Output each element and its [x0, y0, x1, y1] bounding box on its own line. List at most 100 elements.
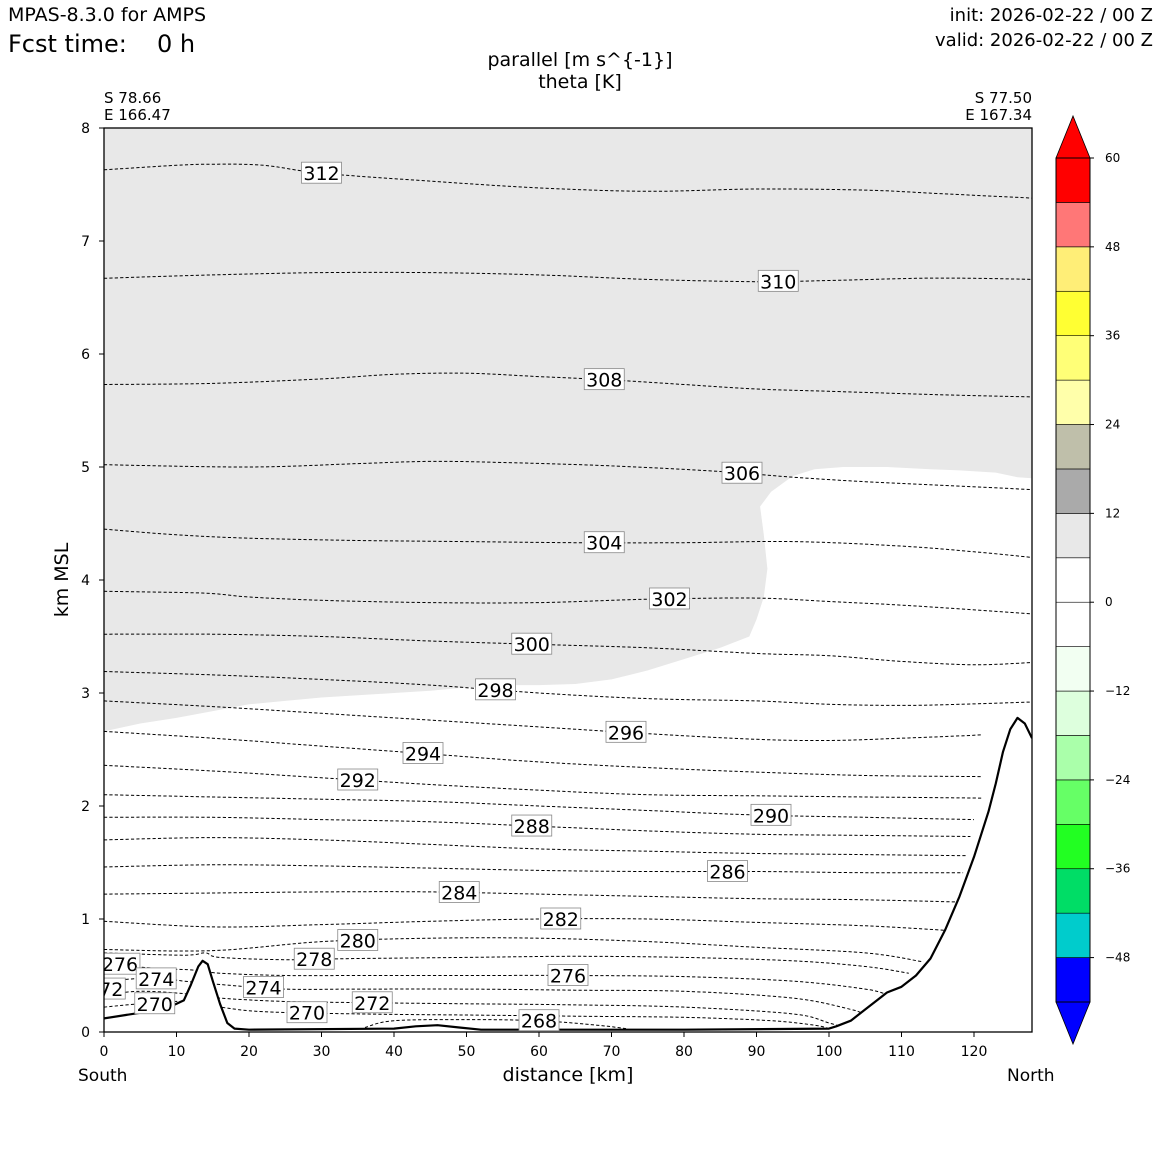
theta-contour-292: [104, 764, 982, 799]
colorbar-segment: [1055, 735, 1091, 781]
colorbar-segment: [1055, 601, 1091, 647]
x-tick-label: 110: [888, 1044, 915, 1060]
contour-label-text: 304: [586, 533, 622, 555]
contour-label-298: 298: [475, 678, 516, 702]
forecast-time-value: 0 h: [157, 30, 196, 58]
contour-label-306: 306: [721, 461, 763, 485]
contour-label-274: 274: [243, 976, 284, 1000]
theta-contour-284: [104, 891, 960, 903]
contour-label-304: 304: [583, 531, 625, 555]
theta-contour-304: [104, 528, 1032, 558]
y-tick-label: 1: [81, 912, 90, 928]
theta-contours-layer: [104, 163, 1032, 1030]
left-corner-lat: S 78.66: [104, 89, 162, 107]
contour-label-290: 290: [750, 803, 792, 827]
axes-layer: 0 10 20 30 40 50 60 70 80 90 100 110 120 0 1 2 3 4 5 6 7 8: [81, 121, 1033, 1060]
contour-label-text: 302: [651, 589, 687, 611]
contour-label-text: 308: [586, 370, 622, 392]
colorbar-tick-label: 24: [1105, 418, 1120, 432]
colorbar-tick-label: −12: [1105, 684, 1130, 698]
colorbar-segment: [1055, 246, 1091, 292]
contour-label-274: 274: [135, 967, 177, 991]
theta-contour-280: [104, 937, 924, 963]
contour-label-text: 286: [709, 862, 745, 884]
right-corner-lon: E 167.34: [965, 106, 1032, 124]
theta-contour-300: [104, 633, 1032, 666]
x-axis-label: distance [km]: [502, 1064, 634, 1086]
x-tick-label: 10: [168, 1044, 186, 1060]
contour-label-text: 296: [608, 722, 644, 744]
contour-label-text: 284: [441, 882, 477, 904]
contour-label-text: 274: [245, 978, 281, 1000]
y-tick-label: 4: [81, 573, 90, 589]
colorbar-segment: [1055, 468, 1091, 514]
theta-contour-268: [364, 1019, 627, 1030]
colorbar-segment: [1055, 646, 1091, 692]
theta-contour-290: [104, 794, 975, 821]
contour-label-text: 276: [102, 954, 138, 976]
x-tick-label: 60: [530, 1044, 548, 1060]
theta-contour-306: [104, 460, 1032, 491]
theta-contour-298: [104, 671, 1032, 706]
colorbar-tick-label: −48: [1105, 951, 1130, 965]
colorbar-tick-label: 60: [1105, 151, 1120, 165]
theta-contour-274: [104, 977, 866, 1016]
theta-contour-308: [104, 372, 1032, 398]
theta-contour-296: [104, 700, 982, 742]
contour-label-272: 272: [351, 991, 393, 1015]
contour-label-text: 276: [550, 966, 586, 988]
contour-label-270: 270: [134, 992, 176, 1016]
x-axis-right-end-label: North: [1007, 1066, 1055, 1086]
contour-label-text: 280: [340, 930, 376, 952]
colorbar-tick-label: 12: [1105, 506, 1120, 520]
wind-shaded-region: [104, 128, 1032, 732]
init-time: init: 2026-02-22 / 00 Z: [949, 5, 1153, 26]
theta-contour-287: [104, 837, 967, 857]
contour-label-text: 310: [760, 271, 796, 293]
colorbar-segment: [1055, 424, 1091, 470]
contour-label-276: 276: [547, 964, 589, 988]
model-name: MPAS-8.3.0 for AMPS: [8, 4, 207, 26]
x-tick-label: 30: [313, 1044, 331, 1060]
colorbar-segment: [1055, 868, 1091, 914]
colorbar-segment: [1055, 335, 1091, 381]
theta-contour-312: [104, 163, 1032, 199]
contour-label-text: 292: [340, 770, 376, 792]
theta-contour-310: [104, 271, 1032, 283]
x-tick-label: 100: [816, 1044, 843, 1060]
y-tick-label: 3: [81, 686, 90, 702]
contour-label-text: 290: [753, 805, 789, 827]
x-tick-label: 40: [385, 1044, 403, 1060]
y-tick-label: 7: [81, 234, 90, 250]
terrain-fill: [104, 717, 1032, 1032]
colorbar: 60 48 36 24 12 0 −12 −24 −36 −48: [1055, 114, 1130, 1046]
contour-label-282: 282: [540, 907, 582, 931]
contour-label-280: 280: [337, 929, 379, 952]
contour-label-284: 284: [438, 881, 480, 904]
colorbar-segment: [1055, 912, 1091, 958]
contour-label-302: 302: [649, 587, 690, 611]
theta-contour-272: [104, 990, 844, 1028]
colorbar-tick-label: 0: [1105, 595, 1113, 609]
y-tick-label: 8: [81, 121, 90, 137]
contour-label-278: 278: [293, 947, 335, 971]
y-tick-label: 0: [81, 1025, 90, 1041]
contour-label-72: 72: [99, 977, 126, 1001]
terrain-profile: [104, 716, 1032, 1031]
contour-label-text: 72: [99, 979, 123, 1001]
contour-labels-layer: 312 310 308 306 304 302 300 298 296 294 292 290 288 2…: [99, 161, 799, 1032]
contour-label-text: 270: [137, 994, 173, 1016]
contour-label-text: 270: [289, 1003, 325, 1025]
y-tick-label: 6: [81, 347, 90, 363]
forecast-time-label: Fcst time:: [8, 30, 127, 58]
colorbar-segment: [1055, 690, 1091, 736]
y-tick-label: 2: [81, 799, 90, 815]
terrain-layer: [104, 716, 1032, 1032]
theta-contour-294: [104, 730, 982, 778]
x-tick-label: 0: [100, 1044, 109, 1060]
contour-label-text: 288: [514, 816, 550, 838]
colorbar-segment: [1055, 557, 1091, 603]
contour-label-text: 272: [354, 993, 390, 1015]
colorbar-segment: [1055, 290, 1091, 336]
colorbar-tick-label: −24: [1105, 773, 1130, 787]
